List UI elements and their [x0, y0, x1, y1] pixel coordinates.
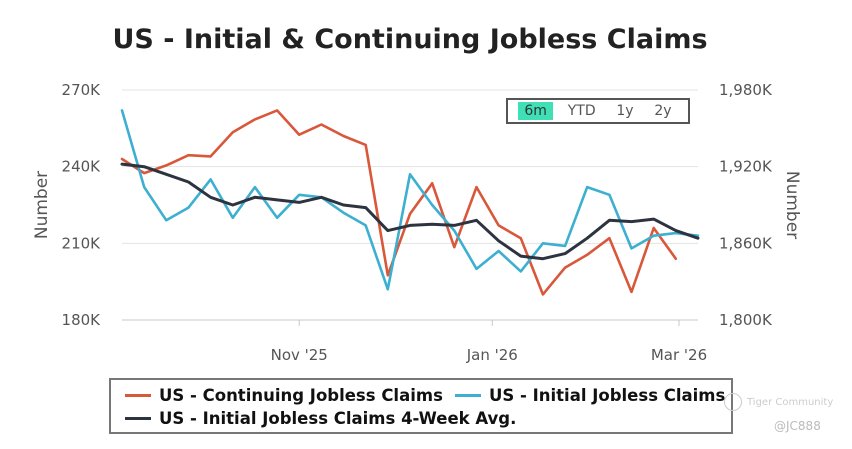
- right-tick-label: 1,980K: [719, 81, 773, 99]
- range-2y-button[interactable]: 2y: [654, 103, 672, 119]
- range-selector: 6m YTD 1y 2y: [506, 98, 690, 124]
- legend-label-4week: US - Initial Jobless Claims 4-Week Avg.: [159, 409, 517, 428]
- x-tick-label: Nov '25: [271, 346, 328, 364]
- legend-swatch-continuing: [125, 394, 151, 397]
- right-tick-label: 1,800K: [719, 311, 773, 329]
- range-6m-button[interactable]: 6m: [518, 102, 553, 120]
- legend-label-continuing: US - Continuing Jobless Claims: [159, 386, 443, 405]
- watermark-handle: @JC888: [774, 419, 821, 433]
- tiger-logo-icon: [724, 393, 742, 411]
- legend-swatch-4week: [125, 417, 151, 420]
- range-1y-button[interactable]: 1y: [616, 103, 634, 119]
- legend-label-initial: US - Initial Jobless Claims: [489, 386, 726, 405]
- left-tick-label: 270K: [62, 81, 102, 99]
- legend-item-continuing-claims[interactable]: US - Continuing Jobless Claims: [125, 386, 443, 405]
- range-ytd-button[interactable]: YTD: [567, 103, 596, 119]
- series-continuing-claims-line: [120, 109, 678, 296]
- x-axis-ticks: Nov '25 Jan '26 Mar '26: [271, 320, 707, 364]
- right-tick-label: 1,860K: [719, 234, 773, 252]
- left-axis-title: Number: [32, 171, 52, 239]
- x-tick-label: Jan '26: [466, 346, 518, 364]
- right-axis-title: Number: [782, 171, 802, 239]
- watermark-brand: Tiger Community: [724, 393, 833, 411]
- legend-item-initial-claims[interactable]: US - Initial Jobless Claims: [455, 386, 725, 405]
- left-tick-label: 180K: [62, 311, 102, 329]
- grid-lines: [122, 89, 698, 321]
- chart-title: US - Initial & Continuing Jobless Claims: [112, 24, 708, 55]
- x-tick-label: Mar '26: [651, 346, 707, 364]
- right-tick-label: 1,920K: [719, 158, 773, 176]
- series-lines: [120, 109, 700, 296]
- right-axis-ticks: 1,980K 1,920K 1,860K 1,800K: [719, 81, 773, 329]
- watermark-brand-text: Tiger Community: [747, 396, 834, 408]
- left-axis-ticks: 270K 240K 210K 180K: [62, 81, 102, 329]
- series-4week-avg-line: [120, 162, 700, 261]
- legend-item-4week-avg[interactable]: US - Initial Jobless Claims 4-Week Avg.: [125, 409, 516, 428]
- left-tick-label: 240K: [62, 158, 102, 176]
- legend-swatch-initial: [455, 394, 481, 397]
- series-initial-claims-line: [120, 109, 700, 291]
- chart-legend: US - Continuing Jobless Claims US - Init…: [109, 378, 733, 434]
- left-tick-label: 210K: [62, 234, 102, 252]
